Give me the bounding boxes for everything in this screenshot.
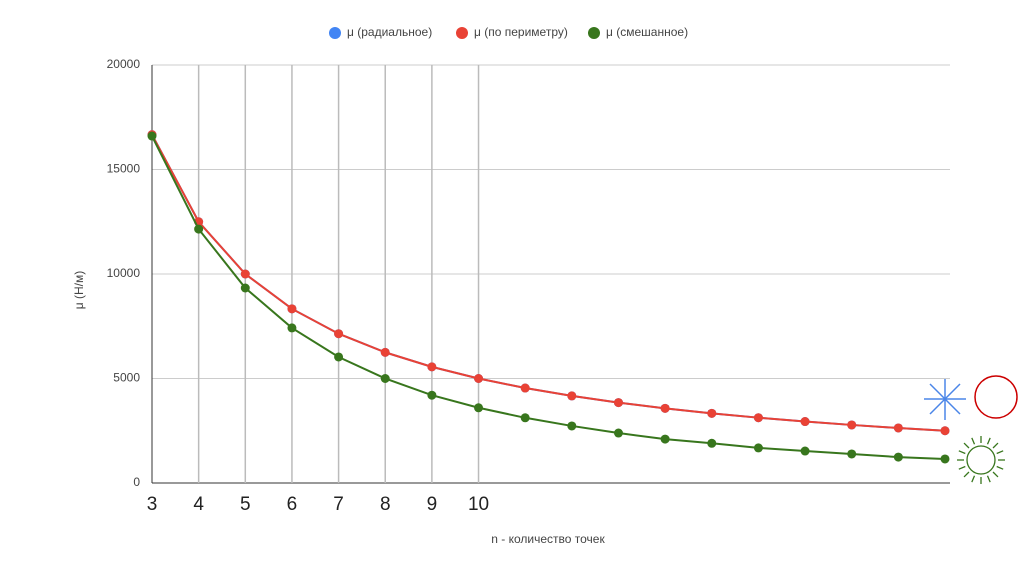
series-line [151, 135, 946, 460]
series [147, 130, 950, 436]
x-tick-label: 3 [147, 494, 158, 515]
data-point [427, 390, 437, 400]
data-point [613, 428, 623, 438]
data-point [427, 362, 437, 372]
data-point [147, 131, 157, 141]
data-point [753, 413, 763, 423]
x-axis-label: n - количество точек [491, 532, 605, 546]
y-axis-label: μ (Н/м) [72, 271, 86, 310]
data-point [474, 374, 484, 383]
data-point [334, 352, 344, 362]
data-point [567, 391, 577, 401]
data-point [240, 269, 250, 279]
series [147, 130, 950, 436]
x-tick-label: 5 [240, 494, 251, 515]
data-point [287, 323, 297, 333]
data-point [334, 329, 344, 339]
legend-marker [329, 27, 341, 39]
y-tick-label: 5000 [113, 371, 140, 385]
x-tick-label: 7 [333, 494, 344, 515]
x-tick-label: 4 [193, 494, 204, 515]
series-line [151, 134, 946, 432]
data-point [520, 383, 530, 393]
data-point [753, 443, 763, 453]
y-tick-label: 0 [133, 475, 140, 489]
legend-marker [456, 27, 468, 39]
legend-label: μ (радиальное) [347, 25, 432, 39]
data-point [707, 408, 717, 418]
asterisk-icon [924, 378, 966, 420]
data-point [893, 452, 903, 462]
series [147, 131, 950, 464]
x-tick-label: 9 [427, 494, 438, 515]
data-point [660, 434, 670, 444]
data-point [613, 398, 623, 408]
y-tick-label: 10000 [107, 266, 141, 280]
decor-icons [924, 375, 1018, 484]
circle-icon [974, 375, 1018, 419]
y-tick-label: 15000 [107, 162, 141, 176]
sun-icon [957, 436, 1005, 484]
legend-label: μ (по периметру) [474, 25, 568, 39]
data-point [940, 426, 950, 436]
x-tick-label: 8 [380, 494, 391, 515]
data-point [800, 417, 810, 427]
data-point [380, 347, 390, 357]
data-point [380, 374, 390, 383]
x-tick-label: 10 [468, 494, 489, 515]
data-point [940, 454, 950, 464]
data-point [240, 283, 250, 293]
data-point [474, 403, 484, 413]
data-point [800, 446, 810, 456]
data-point [847, 420, 857, 430]
legend-label: μ (смешанное) [606, 25, 688, 39]
data-point [194, 224, 204, 234]
y-tick-label: 20000 [107, 57, 141, 71]
data-point [287, 304, 297, 314]
data-point [893, 423, 903, 433]
data-point [520, 413, 530, 423]
x-tick-label: 6 [287, 494, 298, 515]
data-point [660, 403, 670, 413]
data-point [567, 421, 577, 431]
data-point [847, 449, 857, 459]
series-line [151, 134, 946, 432]
data-point [707, 438, 717, 448]
legend-marker [588, 27, 600, 39]
